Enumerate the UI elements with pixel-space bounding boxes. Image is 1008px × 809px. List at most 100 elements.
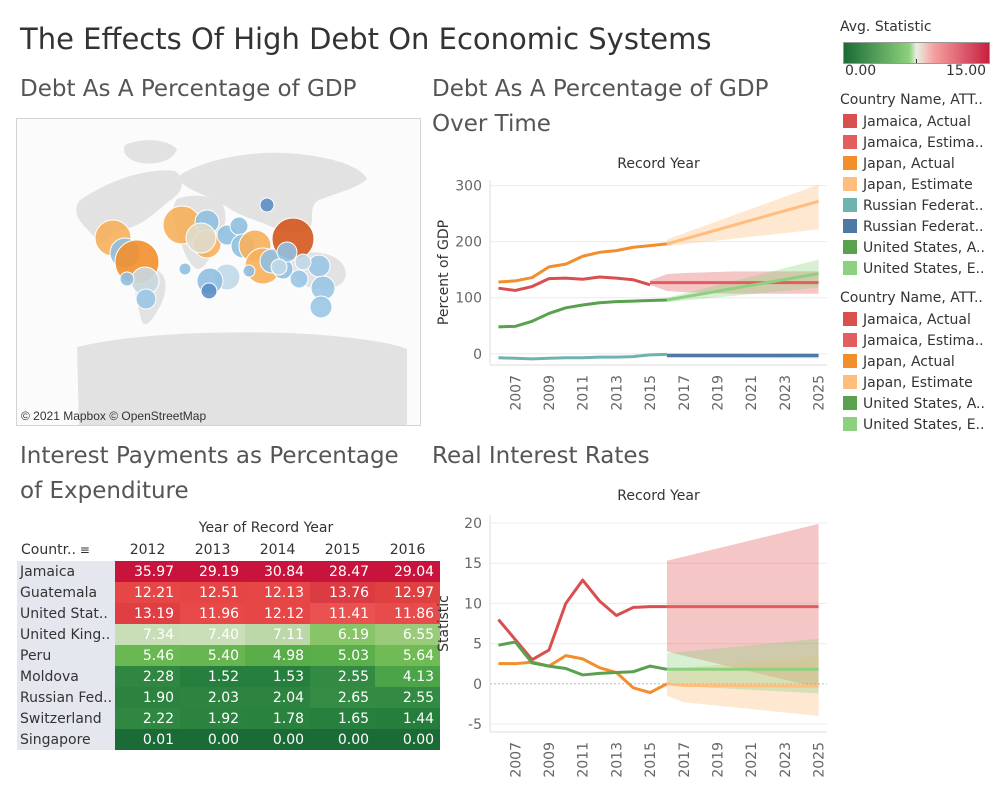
legend-item[interactable]: Jamaica, Actual [843, 310, 971, 330]
series-line[interactable] [498, 275, 651, 292]
heatmap-cell[interactable]: 1.90 [115, 687, 181, 708]
heatmap-cell[interactable]: 1.44 [375, 708, 441, 729]
table-row[interactable]: Guatemala 12.21 12.51 12.13 13.76 12.97 [17, 582, 441, 603]
heatmap-cell[interactable]: 30.84 [245, 561, 311, 582]
map-panel[interactable]: © 2021 Mapbox © OpenStreetMap [16, 118, 421, 426]
heatmap-cell[interactable]: 11.86 [375, 603, 441, 624]
heatmap-cell[interactable]: 5.40 [180, 645, 246, 666]
heatmap-cell[interactable]: 7.34 [115, 624, 181, 645]
debt-over-time-svg[interactable]: Record Year 0 100 200 300 2007 2009 2011 2013 201… [432, 150, 832, 420]
series-line[interactable] [498, 640, 668, 677]
series-line[interactable] [498, 298, 667, 329]
heatmap-cell[interactable]: 12.13 [245, 582, 311, 603]
table-row[interactable]: United Stat.. 13.19 11.96 12.12 11.41 11.86 [17, 603, 441, 624]
legend-item[interactable]: Japan, Estimate [843, 373, 973, 393]
map-bubble[interactable] [185, 222, 217, 254]
heatmap-cell[interactable]: 13.76 [310, 582, 376, 603]
real-interest-chart[interactable]: Record Year -5 0 5 10 15 20 2007 2009 2011 2013 201… [432, 482, 832, 808]
legend-item[interactable]: United States, A.. [843, 394, 985, 414]
heatmap-cell[interactable]: 35.97 [115, 561, 181, 582]
heatmap-cell[interactable]: 13.19 [115, 603, 181, 624]
legend-item[interactable]: United States, A.. [843, 238, 985, 258]
map-bubble[interactable] [294, 253, 312, 271]
legend-item[interactable]: Russian Federat.. [843, 196, 983, 216]
heatmap-cell[interactable]: 12.21 [115, 582, 181, 603]
heatmap-cell[interactable]: 12.12 [245, 603, 311, 624]
legend-item[interactable]: Russian Federat.. [843, 217, 983, 237]
map-bubble[interactable] [135, 288, 157, 310]
heatmap-cell[interactable]: 7.40 [180, 624, 246, 645]
series-line[interactable] [666, 682, 819, 688]
map-bubble[interactable] [178, 262, 192, 276]
legend-item[interactable]: Jamaica, Estima.. [843, 133, 984, 153]
heatmap-cell[interactable]: 2.22 [115, 708, 181, 729]
heatmap-cell[interactable]: 28.47 [310, 561, 376, 582]
heatmap-cell[interactable]: 12.97 [375, 582, 441, 603]
heatmap-cell[interactable]: 11.96 [180, 603, 246, 624]
heatmap-cell[interactable]: 12.51 [180, 582, 246, 603]
heatmap-cell[interactable]: 29.04 [375, 561, 441, 582]
heatmap-cell[interactable]: 2.28 [115, 666, 181, 687]
map-bubble[interactable] [229, 216, 249, 236]
sort-icon[interactable]: ≡ [75, 543, 90, 557]
heatmap-cell[interactable]: 5.46 [115, 645, 181, 666]
table-row[interactable]: Peru 5.46 5.40 4.98 5.03 5.64 [17, 645, 441, 666]
heatmap-cell[interactable]: 1.65 [310, 708, 376, 729]
table-row[interactable]: Jamaica 35.97 29.19 30.84 28.47 29.04 [17, 561, 441, 582]
legend-item[interactable]: Japan, Actual [843, 154, 955, 174]
series-line[interactable] [497, 578, 667, 662]
heatmap-cell[interactable]: 0.00 [180, 729, 246, 750]
heatmap-cell[interactable]: 1.52 [180, 666, 246, 687]
heatmap-cell[interactable]: 2.55 [375, 687, 441, 708]
series-line[interactable] [666, 272, 819, 302]
table-row[interactable]: Singapore 0.01 0.00 0.00 0.00 0.00 [17, 729, 441, 750]
heatmap-cell[interactable]: 1.92 [180, 708, 246, 729]
map-bubble[interactable] [307, 254, 331, 278]
heatmap-cell[interactable]: 2.55 [310, 666, 376, 687]
legend-item[interactable]: Japan, Actual [843, 352, 955, 372]
heatmap-cell[interactable]: 5.03 [310, 645, 376, 666]
debt-over-time-chart[interactable]: Record Year 0 100 200 300 2007 2009 2011 2013 201… [432, 150, 832, 424]
map-bubble[interactable] [259, 197, 275, 213]
color-ramp[interactable] [843, 42, 990, 64]
legend-item[interactable]: United States, E.. [843, 415, 984, 435]
map-bubble[interactable] [270, 258, 288, 276]
legend-item[interactable]: Jamaica, Estima.. [843, 331, 984, 351]
legend-item[interactable]: Jamaica, Actual [843, 112, 971, 132]
map-bubble[interactable] [242, 264, 256, 278]
row-header[interactable]: Countr.. ≡ [17, 539, 115, 561]
series-line[interactable] [498, 352, 667, 361]
series-line[interactable] [498, 242, 668, 284]
heatmap-cell[interactable]: 2.65 [310, 687, 376, 708]
heatmap-cell[interactable]: 7.11 [245, 624, 311, 645]
heatmap-cell[interactable]: 0.01 [115, 729, 181, 750]
series-line[interactable] [666, 199, 819, 246]
map-bubble[interactable] [200, 282, 218, 300]
map-bubble[interactable] [119, 271, 135, 287]
heatmap-cell[interactable]: 0.00 [310, 729, 376, 750]
legend-item[interactable]: Japan, Estimate [843, 175, 973, 195]
heatmap-cell[interactable]: 11.41 [310, 603, 376, 624]
heatmap-cell[interactable]: 2.04 [245, 687, 311, 708]
heatmap-cell[interactable]: 0.00 [245, 729, 311, 750]
heatmap-cell[interactable]: 1.78 [245, 708, 311, 729]
map-bubble[interactable] [289, 269, 309, 289]
table-row[interactable]: Moldova 2.28 1.52 1.53 2.55 4.13 [17, 666, 441, 687]
world-map[interactable] [17, 119, 420, 425]
map-bubble[interactable] [276, 241, 298, 263]
table-row[interactable]: Switzerland 2.22 1.92 1.78 1.65 1.44 [17, 708, 441, 729]
heatmap-cell[interactable]: 6.19 [310, 624, 376, 645]
heatmap-cell[interactable]: 4.13 [375, 666, 441, 687]
legend-item[interactable]: United States, E.. [843, 259, 984, 279]
heatmap-cell[interactable]: 4.98 [245, 645, 311, 666]
heatmap-cell[interactable]: 2.03 [180, 687, 246, 708]
interest-heatmap[interactable]: Countr.. ≡ 2012 2013 2014 2015 2016 Jamaica 35.… [17, 539, 441, 750]
heatmap-cell[interactable]: 6.55 [375, 624, 441, 645]
series-line[interactable] [498, 654, 668, 695]
map-bubble[interactable] [309, 295, 333, 319]
heatmap-cell[interactable]: 5.64 [375, 645, 441, 666]
heatmap-cell[interactable]: 29.19 [180, 561, 246, 582]
real-interest-svg[interactable]: Record Year -5 0 5 10 15 20 2007 2009 2011 2013 201… [432, 482, 832, 804]
heatmap-cell[interactable]: 1.53 [245, 666, 311, 687]
table-row[interactable]: Russian Fed.. 1.90 2.03 2.04 2.65 2.55 [17, 687, 441, 708]
